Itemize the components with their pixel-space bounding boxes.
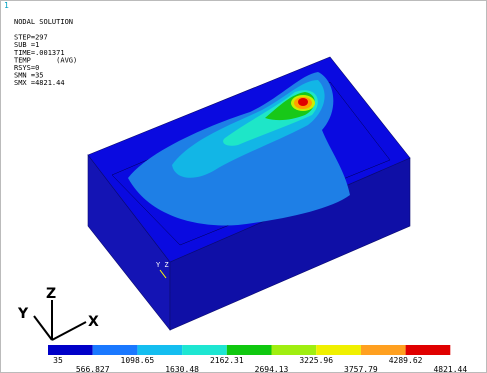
viewport: 1 NODAL SOLUTIONSTEP=297SUB =1TIME=.0013… [0,0,487,373]
legend-label: 1630.48 [165,365,199,373]
legend-swatch [406,345,451,355]
legend-label: 4821.44 [433,365,467,373]
legend-label: 2694.13 [255,365,289,373]
page: {"info": {"lines": ["NODAL SOLUTION", "S… [0,0,487,373]
legend-label: 4289.62 [389,356,423,365]
contour-7 [298,98,308,106]
legend-label: 1098.65 [121,356,155,365]
window-number: 1 [4,1,9,10]
corner-label: Y Z [156,261,169,269]
info-line: NODAL SOLUTION [14,18,73,26]
legend-label: 3757.79 [344,365,378,373]
legend-swatch [361,345,406,355]
legend-swatch [227,345,272,355]
legend-swatch [137,345,182,355]
legend-swatch [93,345,138,355]
legend-swatch [272,345,317,355]
z-label: Z [46,286,56,302]
legend-label: 3225.96 [299,356,333,365]
y-label: Y [17,306,29,322]
legend-label: 35 [53,356,63,365]
legend-swatch [182,345,227,355]
legend-label: 2162.31 [210,356,244,365]
info-line: SMX =4821.44 [14,79,65,87]
legend-swatch [48,345,93,355]
legend-label: 566.827 [76,365,110,373]
x-label: X [88,314,99,330]
legend-swatch [316,345,361,355]
